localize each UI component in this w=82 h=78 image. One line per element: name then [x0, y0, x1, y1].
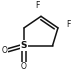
Text: O: O: [1, 46, 7, 55]
Text: S: S: [21, 41, 27, 50]
Text: O: O: [21, 62, 27, 71]
Text: F: F: [66, 20, 70, 29]
Text: F: F: [36, 1, 40, 10]
